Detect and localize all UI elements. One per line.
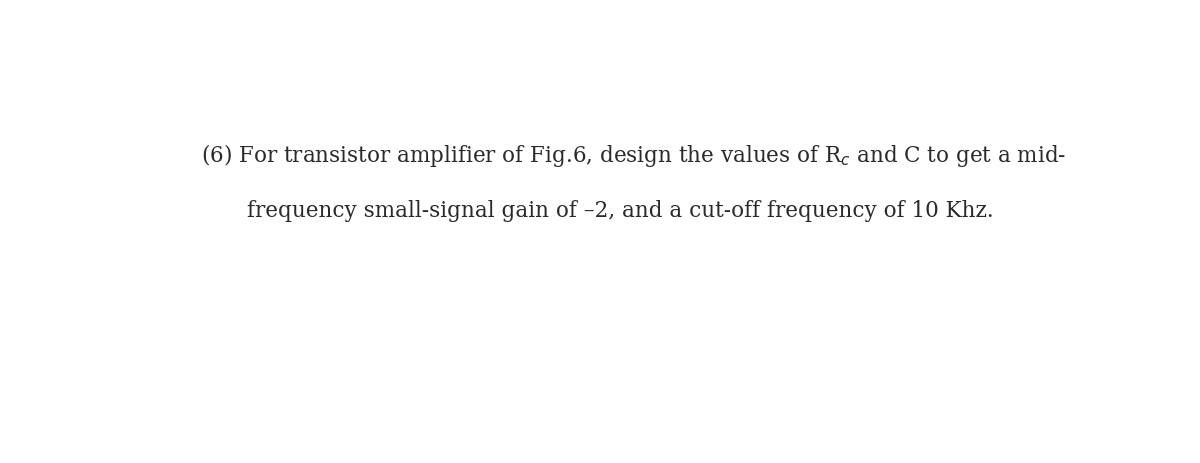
Text: (6) For transistor amplifier of Fig.6, design the values of R$_c$ and C to get a: (6) For transistor amplifier of Fig.6, d… xyxy=(202,142,1067,169)
Text: frequency small-signal gain of –2, and a cut-off frequency of 10 Khz.: frequency small-signal gain of –2, and a… xyxy=(247,200,994,222)
